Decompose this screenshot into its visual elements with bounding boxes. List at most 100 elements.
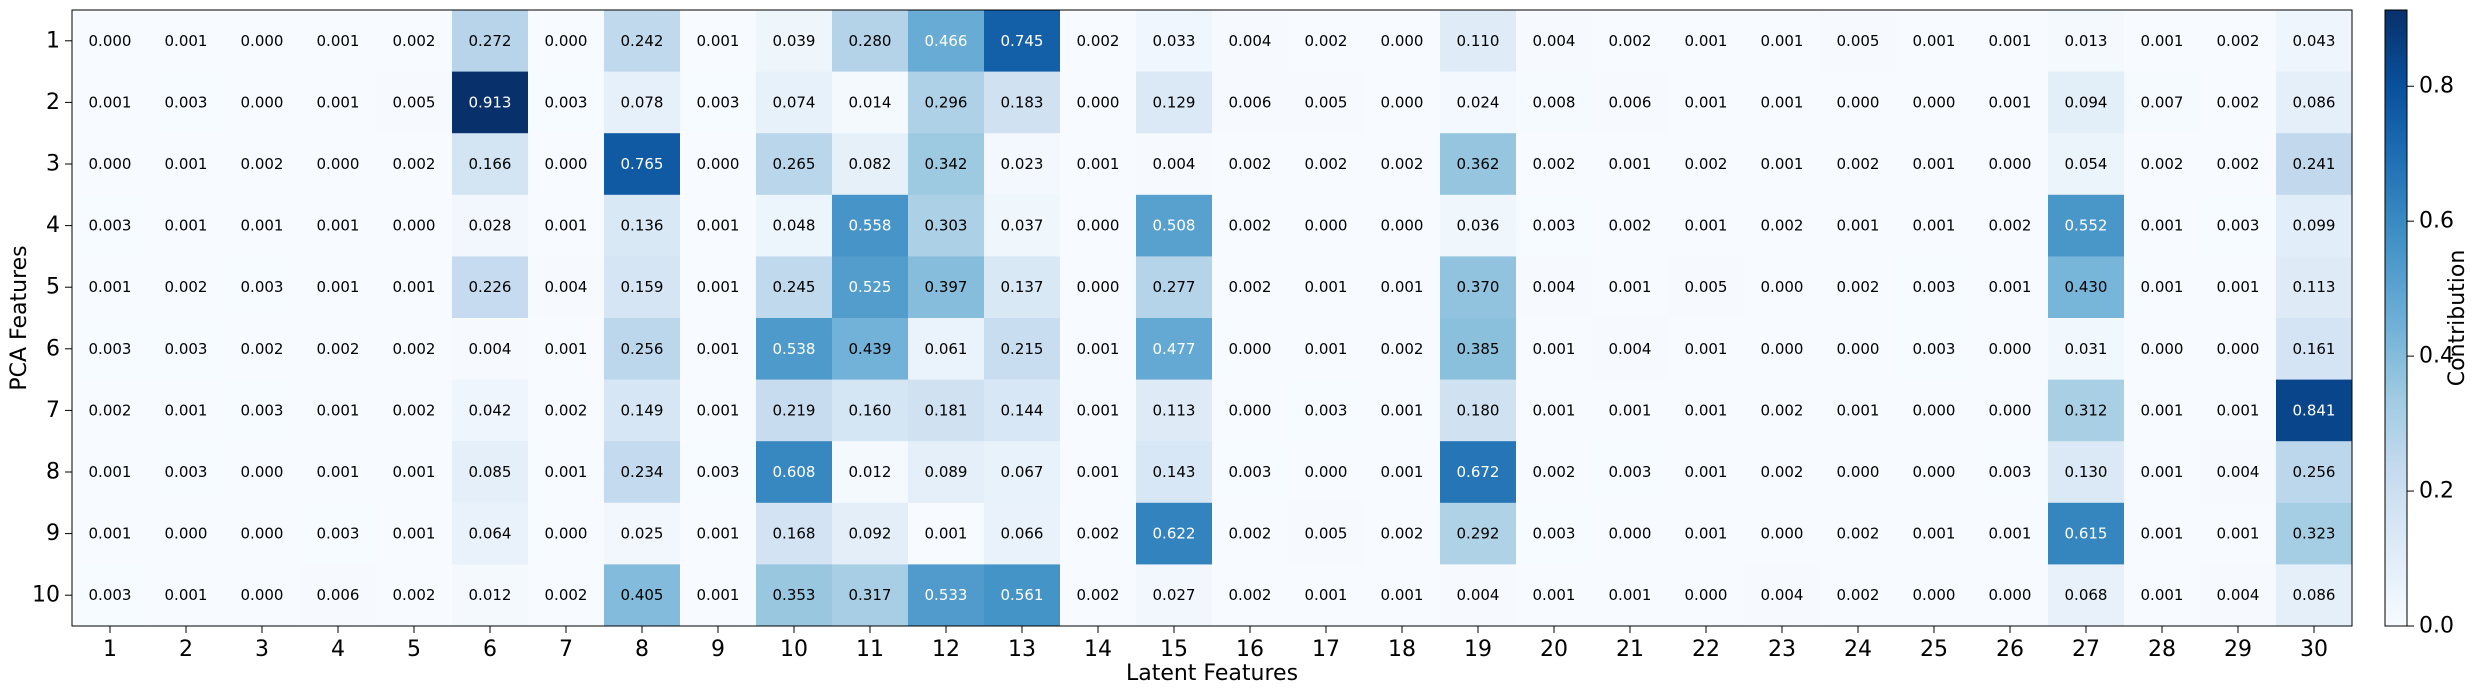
x-tick-label: 1 bbox=[103, 637, 117, 662]
heatmap-cell bbox=[2048, 133, 2125, 196]
cell-value-label: 0.525 bbox=[849, 278, 892, 296]
colorbar-label: Contribution bbox=[2445, 250, 2470, 387]
heatmap-cell bbox=[1440, 318, 1517, 381]
cell-value-label: 0.001 bbox=[165, 217, 208, 235]
cell-value-label: 0.001 bbox=[1913, 32, 1956, 50]
heatmap-cell bbox=[604, 256, 681, 319]
cell-value-label: 0.129 bbox=[1153, 93, 1196, 111]
y-tick-label: 5 bbox=[46, 275, 60, 300]
heatmap-cell bbox=[1668, 133, 1745, 196]
heatmap-cell bbox=[1212, 194, 1289, 257]
x-tick-label: 6 bbox=[483, 637, 497, 662]
heatmap-cell bbox=[1744, 133, 1821, 196]
heatmap-cell bbox=[680, 256, 757, 319]
cell-value-label: 0.000 bbox=[1913, 401, 1956, 419]
heatmap-cell bbox=[376, 379, 453, 442]
heatmap-cell bbox=[72, 564, 149, 627]
cell-value-label: 0.012 bbox=[469, 586, 512, 604]
heatmap-cell bbox=[2048, 71, 2125, 134]
heatmap-cell bbox=[756, 318, 833, 381]
heatmap-cell bbox=[1972, 71, 2049, 134]
cell-value-label: 0.001 bbox=[1381, 463, 1424, 481]
cell-value-label: 0.001 bbox=[393, 278, 436, 296]
cell-value-label: 0.003 bbox=[697, 93, 740, 111]
cell-value-label: 0.002 bbox=[1533, 463, 1576, 481]
heatmap-cell bbox=[2276, 564, 2353, 627]
cell-value-label: 0.003 bbox=[89, 217, 132, 235]
heatmap-cell bbox=[1440, 441, 1517, 504]
cell-value-label: 0.039 bbox=[773, 32, 816, 50]
heatmap-cell bbox=[832, 441, 909, 504]
y-tick-label: 3 bbox=[46, 152, 60, 177]
cell-value-label: 0.002 bbox=[1837, 586, 1880, 604]
cell-value-label: 0.000 bbox=[89, 155, 132, 173]
cell-value-label: 0.001 bbox=[1305, 278, 1348, 296]
heatmap-cell bbox=[1516, 256, 1593, 319]
heatmap-cell bbox=[1592, 71, 1669, 134]
heatmap-cell bbox=[72, 10, 149, 73]
cell-value-label: 0.025 bbox=[621, 525, 664, 543]
colorbar-tick-label: 0.6 bbox=[2419, 209, 2454, 234]
heatmap-cell bbox=[984, 441, 1061, 504]
heatmap-cell bbox=[2276, 194, 2353, 257]
cell-value-label: 0.113 bbox=[2293, 278, 2336, 296]
cell-value-label: 0.003 bbox=[1913, 340, 1956, 358]
heatmap-cell bbox=[1896, 441, 1973, 504]
cell-value-label: 0.033 bbox=[1153, 32, 1196, 50]
heatmap-cell bbox=[2048, 256, 2125, 319]
heatmap-cell bbox=[376, 133, 453, 196]
heatmap-cell bbox=[1440, 194, 1517, 257]
heatmap-cell bbox=[300, 256, 377, 319]
cell-value-label: 0.001 bbox=[697, 340, 740, 358]
cell-value-label: 0.439 bbox=[849, 340, 892, 358]
heatmap-cell bbox=[908, 379, 985, 442]
heatmap-cell bbox=[1136, 502, 1213, 565]
heatmap-cell bbox=[1136, 194, 1213, 257]
heatmap-cell bbox=[1972, 133, 2049, 196]
cell-value-label: 0.000 bbox=[1761, 525, 1804, 543]
cell-value-label: 0.533 bbox=[925, 586, 968, 604]
cell-value-label: 0.000 bbox=[241, 586, 284, 604]
cell-value-label: 0.000 bbox=[1229, 340, 1272, 358]
heatmap-cell bbox=[1060, 256, 1137, 319]
heatmap-cell bbox=[1288, 133, 1365, 196]
cell-value-label: 0.001 bbox=[1685, 463, 1728, 481]
heatmap-cell bbox=[1288, 379, 1365, 442]
heatmap-cell bbox=[1060, 564, 1137, 627]
cell-value-label: 0.245 bbox=[773, 278, 816, 296]
cell-value-label: 0.001 bbox=[2141, 401, 2184, 419]
heatmap-cell bbox=[2048, 441, 2125, 504]
heatmap-cell bbox=[984, 502, 1061, 565]
heatmap-cell bbox=[756, 194, 833, 257]
heatmap-cell bbox=[1212, 502, 1289, 565]
x-tick-label: 17 bbox=[1312, 637, 1340, 662]
cell-value-label: 0.002 bbox=[165, 278, 208, 296]
heatmap-cell bbox=[832, 10, 909, 73]
heatmap-cell bbox=[1136, 71, 1213, 134]
cell-value-label: 0.430 bbox=[2065, 278, 2108, 296]
heatmap-cell bbox=[376, 194, 453, 257]
colorbar-tick-label: 0.0 bbox=[2419, 614, 2454, 639]
heatmap-cell bbox=[1896, 379, 1973, 442]
cell-value-label: 0.002 bbox=[1609, 32, 1652, 50]
heatmap-cell bbox=[832, 564, 909, 627]
cell-value-label: 0.242 bbox=[621, 32, 664, 50]
cell-value-label: 0.004 bbox=[469, 340, 512, 358]
heatmap-cell bbox=[680, 318, 757, 381]
heatmap-cell bbox=[1896, 502, 1973, 565]
heatmap-cell bbox=[1060, 10, 1137, 73]
cell-value-label: 0.000 bbox=[697, 155, 740, 173]
heatmap-cell bbox=[1668, 318, 1745, 381]
cell-value-label: 0.002 bbox=[1229, 155, 1272, 173]
cell-value-label: 0.002 bbox=[393, 340, 436, 358]
heatmap-cell bbox=[984, 379, 1061, 442]
cell-value-label: 0.001 bbox=[925, 525, 968, 543]
heatmap-cell bbox=[1744, 379, 1821, 442]
cell-value-label: 0.001 bbox=[1989, 32, 2032, 50]
heatmap-cell bbox=[1060, 502, 1137, 565]
heatmap-cell bbox=[2200, 379, 2277, 442]
cell-value-label: 0.277 bbox=[1153, 278, 1196, 296]
heatmap-cell bbox=[1820, 564, 1897, 627]
heatmap-cell bbox=[1516, 194, 1593, 257]
